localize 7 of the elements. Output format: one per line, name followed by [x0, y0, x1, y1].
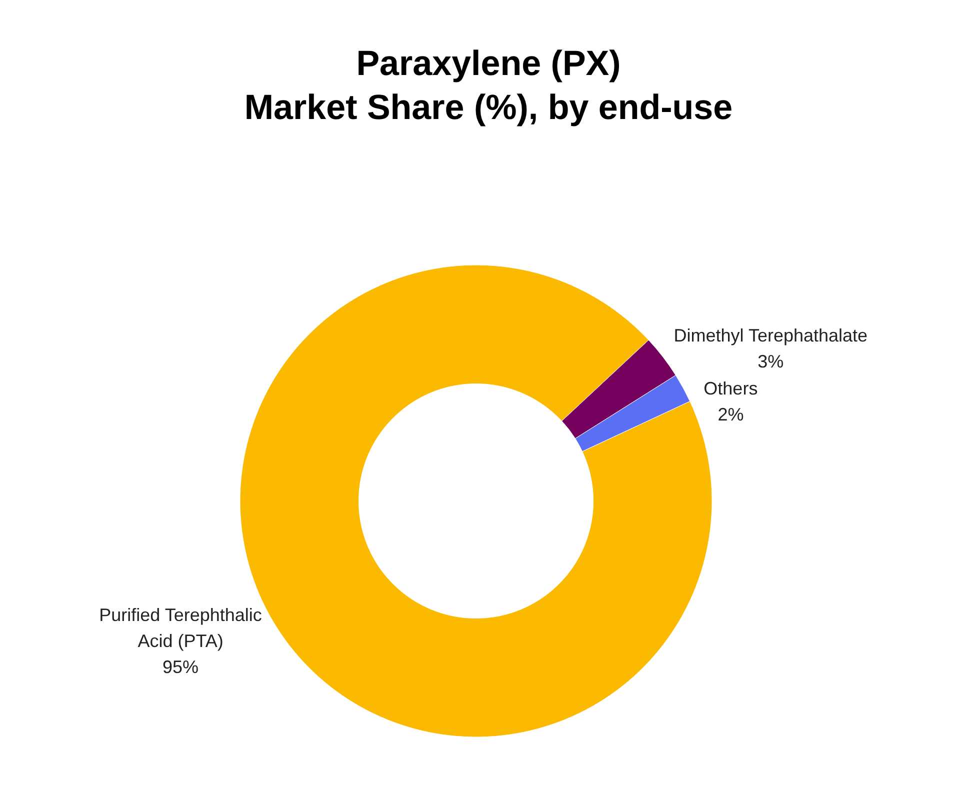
- data-label: 3%: [758, 351, 784, 372]
- chart-title: Paraxylene (PX) Market Share (%), by end-use: [244, 44, 733, 127]
- data-label: 95%: [162, 656, 199, 677]
- slice-label: Others: [704, 378, 758, 398]
- data-label: 2%: [718, 404, 744, 424]
- slice-label: Purified Terephthalic Acid (PTA): [99, 604, 262, 651]
- slice-label: Dimethyl Terephathalate: [674, 325, 868, 346]
